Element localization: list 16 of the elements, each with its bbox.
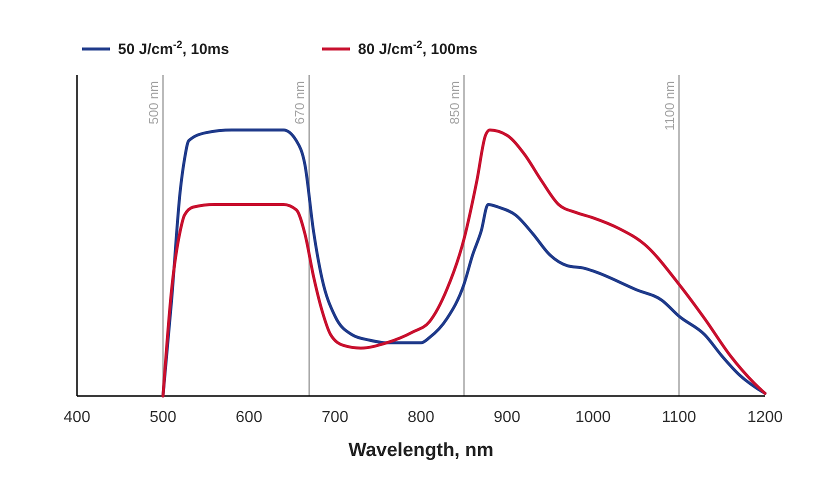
ref-line-label: 1100 nm	[662, 81, 677, 131]
x-tick-label: 1000	[575, 409, 611, 426]
x-tick-label: 700	[322, 409, 348, 426]
x-tick-label: 400	[64, 409, 90, 426]
x-tick-label: 500	[150, 409, 176, 426]
x-tick-label: 900	[494, 409, 520, 426]
legend-label: 50 J/cm$^{-2}$, 10ms	[118, 39, 230, 58]
x-tick-label: 1200	[747, 409, 783, 426]
ref-line-label: 670 nm	[292, 81, 308, 124]
x-tick-label: 600	[236, 409, 262, 426]
ref-line-label: 850 nm	[447, 81, 462, 124]
x-tick-label: 1100	[662, 409, 696, 426]
x-tick-label: 800	[408, 409, 434, 426]
legend-label: 80 J/cm$^{-2}$, 100ms	[358, 39, 478, 58]
ref-line-label: 500 nm	[146, 81, 161, 124]
x-axis-title: Wavelength, nm	[348, 440, 494, 461]
